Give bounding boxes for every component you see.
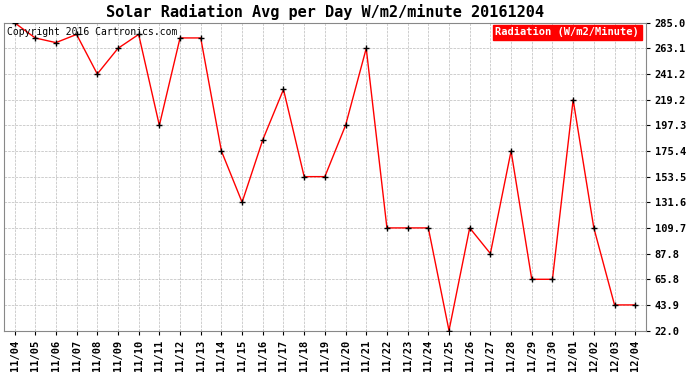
Text: Radiation (W/m2/Minute): Radiation (W/m2/Minute): [495, 27, 639, 38]
Title: Solar Radiation Avg per Day W/m2/minute 20161204: Solar Radiation Avg per Day W/m2/minute …: [106, 4, 544, 20]
Text: Copyright 2016 Cartronics.com: Copyright 2016 Cartronics.com: [8, 27, 178, 38]
